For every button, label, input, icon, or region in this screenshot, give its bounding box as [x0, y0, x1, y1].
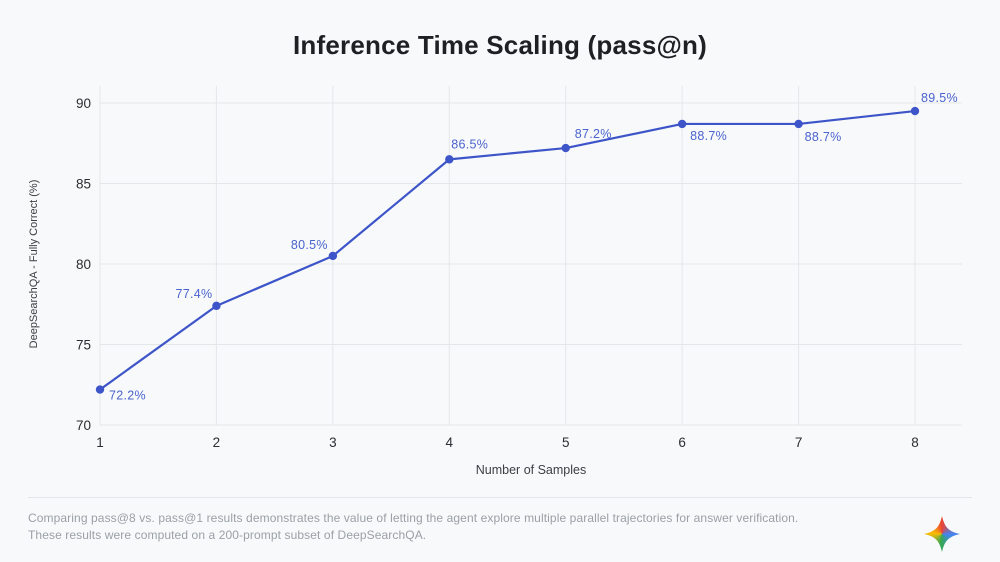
footer-line-2: These results were computed on a 200-pro…	[28, 528, 427, 542]
gemini-sparkle-logo	[924, 516, 960, 552]
x-tick-label: 4	[446, 435, 454, 450]
x-tick-label: 2	[213, 435, 221, 450]
data-point-label: 88.7%	[805, 130, 842, 144]
data-point-label: 89.5%	[921, 91, 958, 105]
gridlines	[99, 86, 962, 426]
x-tick-label: 5	[562, 435, 570, 450]
x-tick-label: 1	[96, 435, 104, 450]
data-point	[95, 385, 105, 394]
y-tick-label: 80	[76, 257, 91, 272]
data-point	[794, 119, 803, 129]
x-axis-title: Number of Samples	[476, 463, 586, 477]
x-tick-label: 8	[911, 435, 919, 450]
series-layer: 72.2% 77.4% 80.5% 86.5% 87.2% 88.7% 88.7% 89.5%	[95, 91, 958, 403]
y-tick-label: 90	[76, 96, 91, 111]
data-point-label: 77.4%	[175, 287, 212, 301]
data-point	[212, 301, 221, 311]
data-point-label: 72.2%	[109, 389, 146, 403]
y-tick-label: 70	[76, 418, 91, 433]
data-point	[328, 251, 338, 261]
data-point	[910, 106, 920, 116]
data-point	[561, 143, 570, 153]
series-line	[99, 109, 916, 391]
chart-title: Inference Time Scaling (pass@n)	[293, 30, 707, 60]
data-point-label: 87.2%	[575, 127, 612, 141]
y-tick-label: 75	[76, 338, 91, 353]
y-axis-title: DeepSearchQA - Fully Correct (%)	[28, 180, 40, 349]
data-point	[677, 119, 687, 129]
data-point-label: 88.7%	[690, 129, 727, 143]
y-tick-label: 85	[76, 177, 91, 192]
x-tick-label: 3	[329, 435, 337, 450]
footer-divider	[28, 497, 972, 498]
footer-line-1: Comparing pass@8 vs. pass@1 results demo…	[28, 511, 799, 525]
data-point	[445, 155, 454, 164]
x-tick-label: 6	[678, 435, 686, 450]
line-chart: 70 75 80 85 90 1 2 3 4 5 6 7 8 72.2% 77.4% 80.5% 86.5% 8…	[28, 86, 962, 477]
footer-caption: Comparing pass@8 vs. pass@1 results demo…	[28, 510, 888, 544]
data-point-label: 86.5%	[451, 137, 488, 151]
x-tick-label: 7	[795, 435, 803, 450]
data-point-label: 80.5%	[291, 238, 328, 252]
tick-labels: 70 75 80 85 90 1 2 3 4 5 6 7 8	[76, 96, 919, 450]
